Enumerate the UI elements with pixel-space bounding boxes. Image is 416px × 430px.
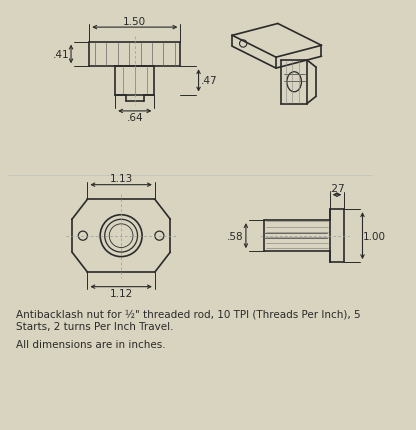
Text: Starts, 2 turns Per Inch Travel.: Starts, 2 turns Per Inch Travel. (16, 322, 174, 332)
Text: 1.50: 1.50 (123, 17, 146, 27)
Text: Antibacklash nut for ½" threaded rod, 10 TPI (Threads Per Inch), 5: Antibacklash nut for ½" threaded rod, 10… (16, 309, 361, 319)
Text: 1.13: 1.13 (109, 174, 133, 184)
Text: .58: .58 (227, 231, 243, 241)
Text: .64: .64 (126, 113, 143, 123)
Text: .47: .47 (201, 76, 218, 86)
Text: .41: .41 (53, 50, 69, 60)
Text: .27: .27 (329, 184, 345, 194)
Text: 1.12: 1.12 (109, 289, 133, 298)
Text: 1.00: 1.00 (363, 231, 386, 241)
Text: All dimensions are in inches.: All dimensions are in inches. (16, 339, 166, 349)
